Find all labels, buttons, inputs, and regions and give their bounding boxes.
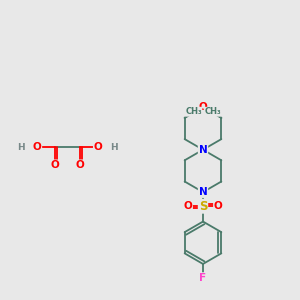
Text: O: O: [214, 201, 223, 211]
Text: N: N: [199, 145, 207, 155]
Text: S: S: [199, 200, 207, 213]
Text: O: O: [94, 142, 103, 152]
Text: F: F: [200, 273, 207, 283]
Text: O: O: [51, 160, 60, 170]
Text: H: H: [110, 142, 118, 152]
Text: O: O: [33, 142, 41, 152]
Text: CH₃: CH₃: [204, 107, 221, 116]
Text: O: O: [199, 102, 207, 112]
Text: H: H: [17, 142, 25, 152]
Text: N: N: [199, 187, 207, 197]
Text: O: O: [76, 160, 84, 170]
Text: CH₃: CH₃: [185, 107, 202, 116]
Text: O: O: [183, 201, 192, 211]
